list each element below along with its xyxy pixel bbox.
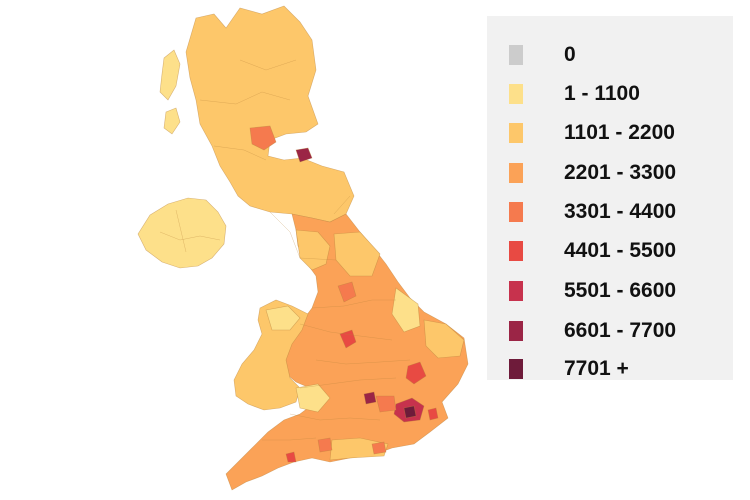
legend-item: 1 - 1100 <box>487 79 733 109</box>
legend-label: 7701 + <box>564 357 629 380</box>
legend-label: 1 - 1100 <box>564 82 640 105</box>
legend-swatch <box>509 281 523 301</box>
legend-swatch <box>509 163 523 183</box>
legend-item: 1101 - 2200 <box>487 118 733 148</box>
legend-item: 0 <box>487 40 733 70</box>
legend-swatch <box>509 321 523 341</box>
region-exeter <box>285 451 297 463</box>
legend-label: 5501 - 6600 <box>564 279 677 302</box>
region-brighton <box>371 441 387 455</box>
legend-swatch <box>509 241 523 261</box>
border-lines <box>159 59 411 441</box>
region-hebrides <box>159 49 181 101</box>
legend-label: 2201 - 3300 <box>564 161 677 184</box>
legend-item: 3301 - 4400 <box>487 197 733 227</box>
region-scotland <box>185 5 355 223</box>
region-lincolnshire <box>391 287 421 333</box>
region-cumbria <box>295 229 331 271</box>
region-north-yorkshire <box>333 231 381 277</box>
legend-item: 2201 - 3300 <box>487 158 733 188</box>
legend-item: 4401 - 5500 <box>487 236 733 266</box>
legend-swatch <box>509 359 523 379</box>
region-glasgow <box>249 125 277 151</box>
legend-swatch <box>509 84 523 104</box>
legend-swatch <box>509 202 523 222</box>
region-manchester <box>337 281 357 303</box>
region-norfolk <box>423 319 465 359</box>
region-thames-corridor <box>375 395 397 413</box>
legend-swatch <box>509 123 523 143</box>
legend-label: 1101 - 2200 <box>564 121 675 144</box>
legend-label: 6601 - 7700 <box>564 319 677 342</box>
region-cambridge <box>405 361 427 385</box>
map-legend: 0 1 - 1100 1101 - 2200 2201 - 3300 3301 … <box>487 16 733 380</box>
region-reading <box>363 391 377 405</box>
legend-label: 0 <box>564 43 576 66</box>
region-birmingham <box>339 329 357 349</box>
region-northern-ireland <box>137 197 227 269</box>
region-hebrides-south <box>163 107 181 135</box>
region-london-core <box>403 405 417 419</box>
legend-item: 7701 + <box>487 354 733 384</box>
legend-item: 6601 - 7700 <box>487 316 733 346</box>
region-southampton <box>317 437 333 453</box>
legend-item: 5501 - 6600 <box>487 276 733 306</box>
legend-label: 3301 - 4400 <box>564 200 677 223</box>
region-cotswolds <box>295 383 331 413</box>
region-edinburgh <box>295 147 313 163</box>
region-north-wales <box>265 305 301 331</box>
region-kent-hotspot <box>427 407 439 421</box>
legend-label: 4401 - 5500 <box>564 239 677 262</box>
legend-swatch <box>509 45 523 65</box>
